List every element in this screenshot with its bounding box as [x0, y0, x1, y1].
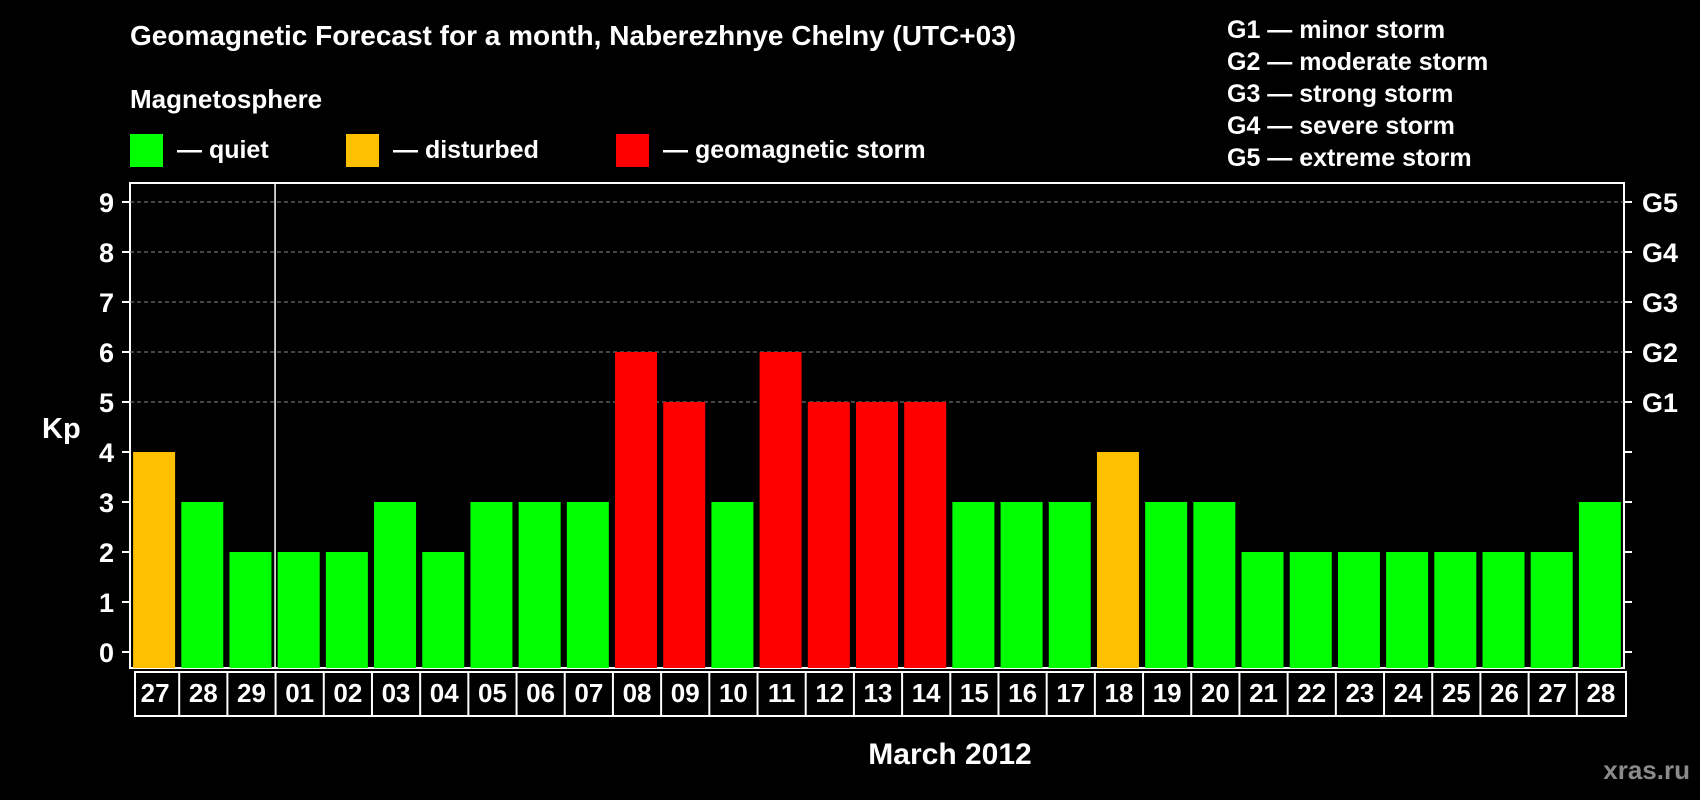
x-tick-label-9: 07: [574, 678, 603, 708]
x-tick-label-3: 01: [285, 678, 314, 708]
y-tick-label-6: 6: [99, 338, 114, 368]
x-axis-box: [134, 671, 1627, 717]
right-axis-label-G4: G4: [1642, 238, 1678, 268]
watermark: xras.ru: [1603, 755, 1690, 785]
bar-23: [1241, 552, 1284, 668]
g-level-g4: G4 — severe storm: [1227, 112, 1455, 140]
x-tick-label-15: 13: [864, 678, 893, 708]
bar-19: [1048, 502, 1091, 668]
bar-12: [711, 502, 754, 668]
y-tick-label-0: 0: [99, 638, 114, 668]
x-tick-label-21: 19: [1153, 678, 1182, 708]
legend-swatch-quiet: [130, 133, 163, 167]
y-tick-label-3: 3: [99, 488, 114, 518]
x-tick-label-29: 27: [1538, 678, 1567, 708]
x-tick-label-27: 25: [1442, 678, 1471, 708]
legend-label-storm: — geomagnetic storm: [663, 135, 926, 164]
bar-26: [1386, 552, 1429, 668]
x-tick-label-23: 21: [1249, 678, 1278, 708]
right-axis-label-G5: G5: [1642, 188, 1678, 218]
right-axis-label-G1: G1: [1642, 388, 1678, 418]
x-tick-label-28: 26: [1490, 678, 1519, 708]
legend-item-quiet: — quiet: [130, 133, 269, 167]
bar-25: [1337, 552, 1380, 668]
bar-4: [325, 552, 368, 668]
x-tick-label-18: 16: [1008, 678, 1037, 708]
x-tick-label-13: 11: [768, 678, 796, 708]
legend-label-quiet: — quiet: [177, 135, 269, 164]
bar-30: [1578, 502, 1621, 668]
x-tick-label-14: 12: [815, 678, 844, 708]
g-level-g5: G5 — extreme storm: [1227, 144, 1472, 172]
bar-0: [133, 452, 176, 668]
bar-9: [566, 502, 609, 668]
legend-item-disturbed: — disturbed: [346, 133, 539, 167]
chart-title: Geomagnetic Forecast for a month, Nabere…: [130, 20, 1017, 51]
y-tick-label-1: 1: [99, 588, 114, 618]
bar-7: [470, 502, 513, 668]
x-tick-label-26: 24: [1394, 678, 1423, 708]
x-tick-label-0: 27: [141, 678, 170, 708]
right-axis-label-G2: G2: [1642, 338, 1678, 368]
bar-10: [615, 352, 658, 668]
x-tick-label-10: 08: [623, 678, 652, 708]
x-tick-label-8: 06: [526, 678, 555, 708]
x-tick-label-17: 15: [960, 678, 989, 708]
bar-1: [181, 502, 224, 668]
bar-18: [1000, 502, 1043, 668]
x-tick-label-5: 03: [382, 678, 411, 708]
y-tick-label-4: 4: [99, 438, 114, 468]
g-level-g3: G3 — strong storm: [1227, 80, 1454, 108]
y-tick-label-9: 9: [99, 188, 114, 218]
bar-22: [1193, 502, 1236, 668]
bar-24: [1289, 552, 1332, 668]
legend-heading: Magnetosphere: [130, 84, 323, 114]
x-tick-label-4: 02: [333, 678, 362, 708]
bar-2: [229, 552, 272, 668]
x-tick-label-12: 10: [719, 678, 748, 708]
x-tick-label-20: 18: [1105, 678, 1134, 708]
bar-6: [422, 552, 465, 668]
bar-29: [1530, 552, 1573, 668]
bar-13: [759, 352, 802, 668]
y-tick-label-7: 7: [99, 288, 114, 318]
g-level-g1: G1 — minor storm: [1227, 16, 1446, 44]
y-tick-label-2: 2: [99, 538, 114, 568]
bar-16: [904, 402, 947, 668]
x-tick-label-1: 28: [189, 678, 218, 708]
x-axis-label: March 2012: [868, 738, 1031, 771]
x-tick-label-19: 17: [1056, 678, 1085, 708]
x-tick-label-16: 14: [912, 678, 941, 708]
x-tick-label-6: 04: [430, 678, 459, 708]
x-tick-label-25: 23: [1345, 678, 1374, 708]
legend-label-disturbed: — disturbed: [393, 135, 539, 164]
bar-11: [663, 402, 706, 668]
bar-5: [374, 502, 417, 668]
bar-14: [807, 402, 850, 668]
x-tick-label-22: 20: [1201, 678, 1230, 708]
legend-swatch-disturbed: [346, 133, 379, 167]
x-tick-label-30: 28: [1586, 678, 1615, 708]
bar-21: [1145, 502, 1188, 668]
x-tick-label-24: 22: [1297, 678, 1326, 708]
g-level-list: G1 — minor storm G2 — moderate storm G3 …: [1227, 14, 1488, 174]
g-level-g2: G2 — moderate storm: [1227, 48, 1489, 76]
bar-28: [1482, 552, 1525, 668]
legend-swatch-storm: [616, 133, 649, 167]
y-tick-label-5: 5: [99, 388, 114, 418]
bar-15: [856, 402, 898, 668]
bar-8: [518, 502, 561, 668]
bar-27: [1434, 552, 1477, 668]
legend-item-storm: — geomagnetic storm: [616, 133, 926, 167]
y-axis-label: Kp: [42, 413, 81, 445]
bar-3: [277, 552, 320, 668]
right-axis-label-G3: G3: [1642, 288, 1678, 318]
x-tick-label-7: 05: [478, 678, 507, 708]
x-tick-label-2: 29: [237, 678, 266, 708]
bar-17: [952, 502, 995, 668]
bar-20: [1096, 452, 1139, 668]
x-tick-label-11: 09: [671, 678, 700, 708]
y-tick-label-8: 8: [99, 238, 114, 268]
